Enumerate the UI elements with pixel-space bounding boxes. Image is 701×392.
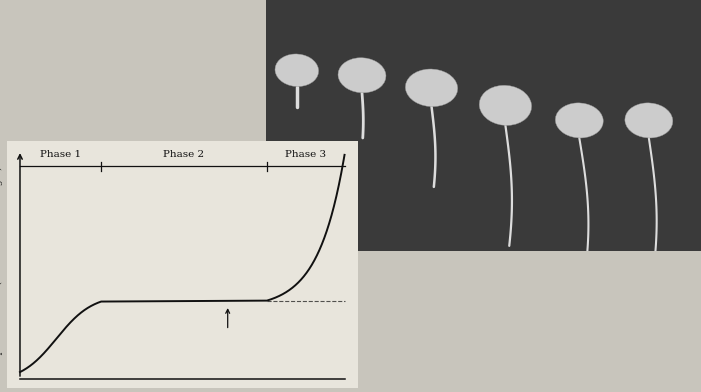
Ellipse shape	[405, 69, 458, 107]
Text: Phase 3: Phase 3	[285, 151, 326, 160]
Ellipse shape	[555, 103, 604, 138]
Ellipse shape	[275, 54, 318, 87]
Ellipse shape	[625, 103, 673, 138]
Ellipse shape	[338, 58, 386, 93]
Text: Phase 2: Phase 2	[163, 151, 205, 160]
Ellipse shape	[479, 85, 531, 125]
Y-axis label: Uptake of water (increase in fresh weight): Uptake of water (increase in fresh weigh…	[0, 167, 3, 363]
Text: Phase 1: Phase 1	[40, 151, 81, 160]
